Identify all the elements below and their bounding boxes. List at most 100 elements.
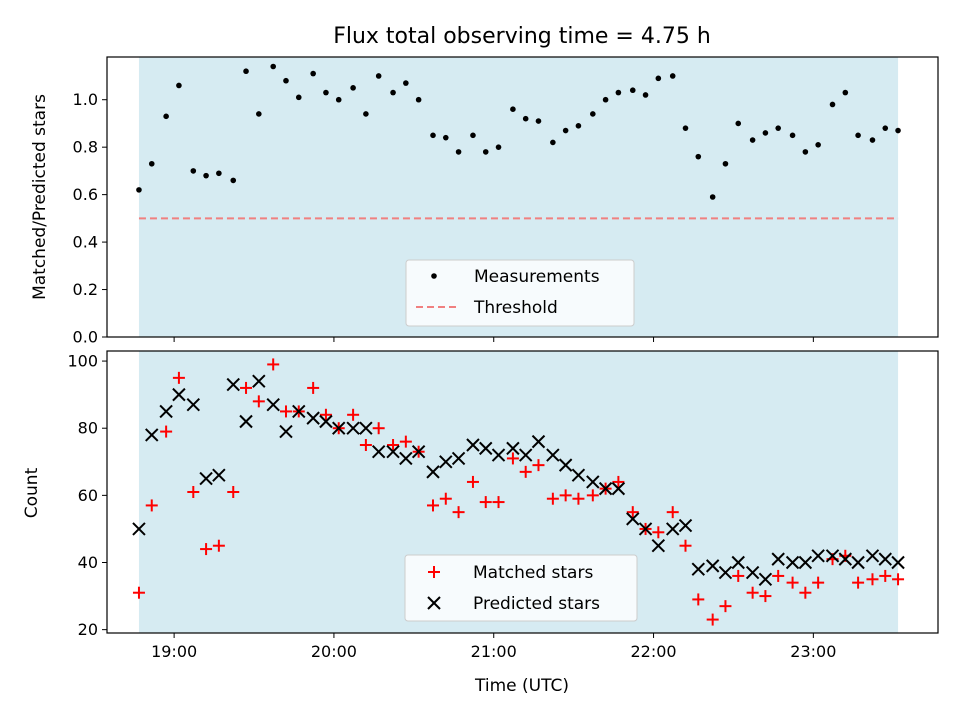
matched-star-point: [279, 405, 292, 418]
measurement-point: [869, 137, 876, 143]
predicted-star-point: [626, 512, 640, 526]
matched-star-point: [692, 593, 705, 606]
predicted-star-point: [411, 445, 426, 459]
measurement-point: [510, 106, 516, 113]
predicted-star-point: [172, 387, 186, 402]
measurement-point: [562, 127, 569, 134]
matched-star-point: [267, 358, 280, 371]
matched-star-point: [506, 452, 519, 465]
predicted-star-point: [798, 555, 813, 570]
predicted-star-point: [666, 522, 680, 536]
legend-threshold-label: Threshold: [473, 298, 558, 318]
matched-star-point: [666, 506, 679, 519]
y-tick-label: 0.6: [73, 185, 98, 204]
measurement-point: [256, 111, 262, 117]
measurement-point: [642, 92, 649, 98]
predicted-star-point: [332, 421, 346, 435]
measurement-point: [882, 125, 889, 131]
measurement-point: [575, 123, 582, 129]
predicted-star-point: [851, 555, 865, 570]
matched-star-point: [200, 543, 213, 556]
predicted-star-point: [638, 522, 653, 536]
x-tick-label: 21:00: [471, 642, 517, 661]
measurement-point: [855, 132, 861, 139]
measurement-point: [442, 134, 449, 141]
measurement-point: [243, 68, 249, 75]
matched-star-point: [532, 459, 545, 472]
measurement-point: [482, 149, 489, 155]
matched-star-point: [586, 489, 599, 502]
flux-ratio-axes-frame: [106, 56, 939, 338]
predicted-star-point: [346, 421, 360, 435]
matched-star-point: [227, 486, 240, 498]
matched-star-point: [546, 492, 559, 505]
predicted-star-point: [226, 377, 240, 392]
predicted-star-point: [718, 565, 733, 580]
predicted-star-point: [691, 562, 705, 576]
matched-star-point: [252, 395, 265, 408]
y-tick-label: 0.2: [73, 280, 98, 299]
predicted-star-point: [611, 481, 626, 496]
measurement-point: [895, 127, 901, 134]
chart-title: Flux total observing time = 4.75 h: [333, 24, 711, 49]
flux-ratio-y-axis-label: Matched/Predicted stars: [30, 94, 50, 300]
measurement-point: [415, 96, 422, 103]
legend-predicted-label: Predicted stars: [473, 594, 600, 614]
matched-star-point: [892, 573, 905, 586]
predicted-star-point: [252, 374, 266, 388]
measurement-point: [470, 132, 476, 139]
matched-star-point: [866, 573, 879, 586]
predicted-star-point: [558, 458, 573, 472]
legend-predicted-marker: [427, 596, 441, 610]
measurement-point: [203, 172, 209, 179]
star-count-y-axis-label: Count: [22, 467, 42, 518]
predicted-star-point: [186, 398, 201, 412]
star-count-axes-frame: [106, 350, 939, 634]
measurement-point: [669, 73, 676, 79]
predicted-star-point: [678, 518, 693, 533]
measurement-point: [136, 187, 142, 193]
flux-ratio-legend: Measurements Threshold: [405, 259, 635, 327]
measurement-point: [363, 111, 369, 117]
measurement-point: [695, 153, 702, 160]
star-count-legend-box: [404, 554, 638, 622]
matched-star-point: [439, 492, 452, 505]
matched-star-point: [359, 439, 372, 451]
matched-star-point: [319, 408, 332, 421]
x-tick-label: 23:00: [790, 642, 836, 661]
measurement-point: [802, 149, 809, 155]
matched-star-point: [626, 506, 639, 519]
predicted-star-point: [745, 565, 760, 580]
measurement-point: [749, 137, 756, 143]
predicted-star-point: [386, 445, 400, 459]
predicted-star-point: [731, 555, 745, 570]
predicted-star-point: [359, 421, 373, 435]
measurement-point: [323, 89, 329, 96]
measurement-point: [735, 120, 742, 127]
matched-star-point: [746, 586, 759, 599]
matched-star-point: [492, 496, 505, 509]
predicted-star-point: [531, 434, 546, 449]
matched-star-point: [187, 486, 200, 498]
measurement-point: [430, 132, 436, 139]
matched-star-point: [132, 586, 145, 599]
measurement-point: [590, 111, 596, 117]
predicted-star-point: [758, 572, 773, 586]
matched-star-point: [732, 569, 745, 582]
measurement-point: [390, 89, 396, 96]
predicted-star-point: [159, 404, 173, 419]
measurement-point: [230, 177, 237, 184]
measurement-point: [682, 125, 689, 131]
measurement-point: [815, 141, 821, 148]
predicted-star-point: [491, 448, 506, 462]
matched-star-point: [679, 539, 692, 552]
matched-star-point: [307, 381, 320, 394]
predicted-star-point: [266, 398, 280, 412]
y-tick-label: 80: [78, 419, 98, 438]
measurement-point: [722, 160, 729, 167]
matched-star-point: [466, 475, 479, 488]
measurement-point: [350, 85, 356, 91]
measurement-point: [550, 139, 556, 146]
matched-star-point: [612, 475, 625, 488]
measurement-point: [629, 87, 636, 94]
